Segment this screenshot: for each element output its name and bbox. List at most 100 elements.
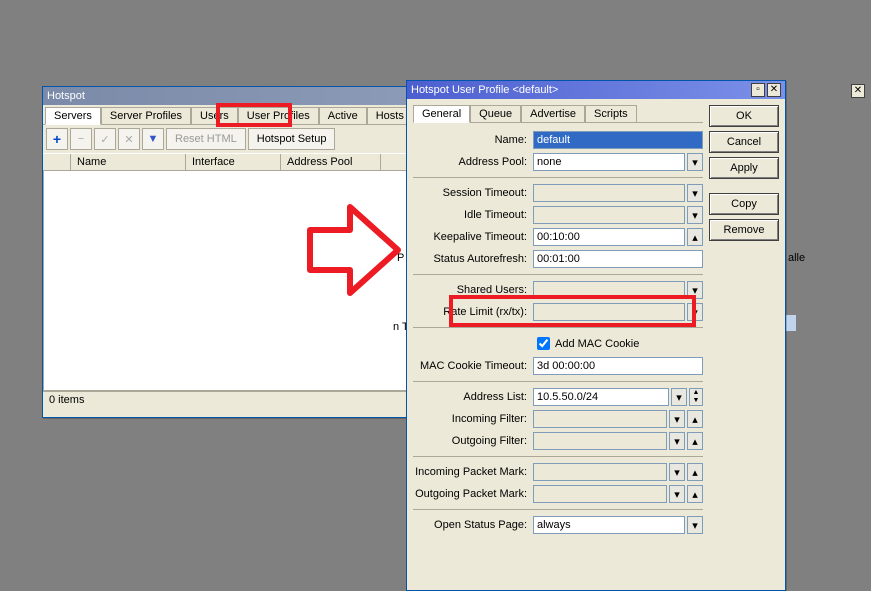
input-open-status-page[interactable]: always [533, 516, 685, 534]
ptab-scripts[interactable]: Scripts [585, 105, 637, 122]
row-add-mac-cookie: Add MAC Cookie [413, 334, 703, 353]
row-incoming-pmark: Incoming Packet Mark: ▾ ▴ [413, 463, 703, 481]
expand-rate-limit[interactable]: ▾ [687, 303, 703, 321]
lbl-add-mac-cookie: Add MAC Cookie [555, 338, 639, 350]
ok-button[interactable]: OK [709, 105, 779, 127]
hotspot-title: Hotspot [47, 87, 85, 105]
dd-open-status-page[interactable]: ▾ [687, 516, 703, 534]
input-idle-timeout[interactable] [533, 206, 685, 224]
cancel-button[interactable]: Cancel [709, 131, 779, 153]
input-incoming-pmark[interactable] [533, 463, 667, 481]
ptab-advertise[interactable]: Advertise [521, 105, 585, 122]
btn-spacer [709, 183, 779, 189]
x-icon: ✕ [124, 133, 133, 146]
dd-address-pool[interactable]: ▾ [687, 153, 703, 171]
lbl-session-timeout: Session Timeout: [413, 187, 533, 199]
row-outgoing-filter: Outgoing Filter: ▾ ▴ [413, 432, 703, 450]
reset-html-button[interactable]: Reset HTML [166, 128, 246, 150]
col-interface[interactable]: Interface [186, 154, 281, 170]
input-status-autorefresh[interactable]: 00:01:00 [533, 250, 703, 268]
row-keepalive-timeout: Keepalive Timeout: 00:10:00 ▴ [413, 228, 703, 246]
row-name: Name: default [413, 131, 703, 149]
profile-window: Hotspot User Profile <default> ▫ ✕ Gener… [406, 80, 786, 591]
tab-user-profiles[interactable]: User Profiles [238, 107, 319, 124]
add-button[interactable]: + [46, 128, 68, 150]
minus-icon: − [78, 133, 84, 145]
input-address-pool[interactable]: none [533, 153, 685, 171]
expand-session-timeout[interactable]: ▾ [687, 184, 703, 202]
col-icon[interactable] [43, 154, 71, 170]
col-name[interactable]: Name [71, 154, 186, 170]
row-address-list: Address List: 10.5.50.0/24 ▾ ▲▼ [413, 388, 703, 406]
button-column: OK Cancel Apply Copy Remove [709, 105, 779, 538]
input-rate-limit[interactable] [533, 303, 685, 321]
expand-shared-users[interactable]: ▾ [687, 281, 703, 299]
filter-button[interactable]: ▼ [142, 128, 164, 150]
input-shared-users[interactable] [533, 281, 685, 299]
close-icon[interactable]: ✕ [767, 83, 781, 97]
row-mac-cookie-timeout: MAC Cookie Timeout: 3d 00:00:00 [413, 357, 703, 375]
hotspot-setup-button[interactable]: Hotspot Setup [248, 128, 336, 150]
chk-add-mac-cookie[interactable] [537, 337, 550, 350]
lbl-rate-limit: Rate Limit (rx/tx): [413, 306, 533, 318]
lbl-address-pool: Address Pool: [413, 156, 533, 168]
profile-titlebar[interactable]: Hotspot User Profile <default> ▫ ✕ [407, 81, 785, 99]
dd-address-list[interactable]: ▾ [671, 388, 687, 406]
row-session-timeout: Session Timeout: ▾ [413, 184, 703, 202]
stray-close-icon[interactable]: ✕ [851, 84, 865, 98]
collapse-outgoing-filter[interactable]: ▴ [687, 432, 703, 450]
tab-active[interactable]: Active [319, 107, 367, 124]
input-mac-cookie-timeout[interactable]: 3d 00:00:00 [533, 357, 703, 375]
input-name[interactable]: default [533, 131, 703, 149]
ptab-queue[interactable]: Queue [470, 105, 521, 122]
ptab-general[interactable]: General [413, 105, 470, 123]
lbl-open-status-page: Open Status Page: [413, 519, 533, 531]
profile-tabs: General Queue Advertise Scripts [413, 105, 703, 123]
remove-profile-button[interactable]: Remove [709, 219, 779, 241]
disable-button[interactable]: ✕ [118, 128, 140, 150]
dd-outgoing-pmark[interactable]: ▾ [669, 485, 685, 503]
lbl-outgoing-filter: Outgoing Filter: [413, 435, 533, 447]
input-keepalive-timeout[interactable]: 00:10:00 [533, 228, 685, 246]
profile-title: Hotspot User Profile <default> [411, 81, 558, 99]
stray-p: P [397, 252, 404, 264]
profile-title-buttons: ▫ ✕ [751, 83, 781, 97]
row-idle-timeout: Idle Timeout: ▾ [413, 206, 703, 224]
plus-icon: + [53, 131, 61, 147]
profile-body: General Queue Advertise Scripts Name: de… [407, 99, 785, 544]
expand-idle-timeout[interactable]: ▾ [687, 206, 703, 224]
sep-5 [413, 456, 703, 457]
lbl-outgoing-pmark: Outgoing Packet Mark: [413, 488, 533, 500]
lbl-name: Name: [413, 134, 533, 146]
enable-button[interactable]: ✓ [94, 128, 116, 150]
copy-button[interactable]: Copy [709, 193, 779, 215]
lbl-status-autorefresh: Status Autorefresh: [413, 253, 533, 265]
dd-incoming-filter[interactable]: ▾ [669, 410, 685, 428]
input-outgoing-pmark[interactable] [533, 485, 667, 503]
form-column: General Queue Advertise Scripts Name: de… [413, 105, 703, 538]
lbl-mac-cookie-timeout: MAC Cookie Timeout: [413, 360, 533, 372]
tab-server-profiles[interactable]: Server Profiles [101, 107, 191, 124]
collapse-incoming-pmark[interactable]: ▴ [687, 463, 703, 481]
lbl-shared-users: Shared Users: [413, 284, 533, 296]
updn-address-list[interactable]: ▲▼ [689, 388, 703, 406]
row-rate-limit: Rate Limit (rx/tx): ▾ [413, 303, 703, 321]
collapse-incoming-filter[interactable]: ▴ [687, 410, 703, 428]
dd-incoming-pmark[interactable]: ▾ [669, 463, 685, 481]
apply-button[interactable]: Apply [709, 157, 779, 179]
remove-button[interactable]: − [70, 128, 92, 150]
input-address-list[interactable]: 10.5.50.0/24 [533, 388, 669, 406]
input-outgoing-filter[interactable] [533, 432, 667, 450]
input-session-timeout[interactable] [533, 184, 685, 202]
minimize-icon[interactable]: ▫ [751, 83, 765, 97]
collapse-keepalive-timeout[interactable]: ▴ [687, 228, 703, 246]
tab-servers[interactable]: Servers [45, 107, 101, 125]
stray-alle: alle [788, 252, 805, 264]
col-address-pool[interactable]: Address Pool [281, 154, 381, 170]
collapse-outgoing-pmark[interactable]: ▴ [687, 485, 703, 503]
funnel-icon: ▼ [148, 133, 159, 145]
input-incoming-filter[interactable] [533, 410, 667, 428]
dd-outgoing-filter[interactable]: ▾ [669, 432, 685, 450]
sep-3 [413, 327, 703, 328]
tab-users[interactable]: Users [191, 107, 238, 124]
